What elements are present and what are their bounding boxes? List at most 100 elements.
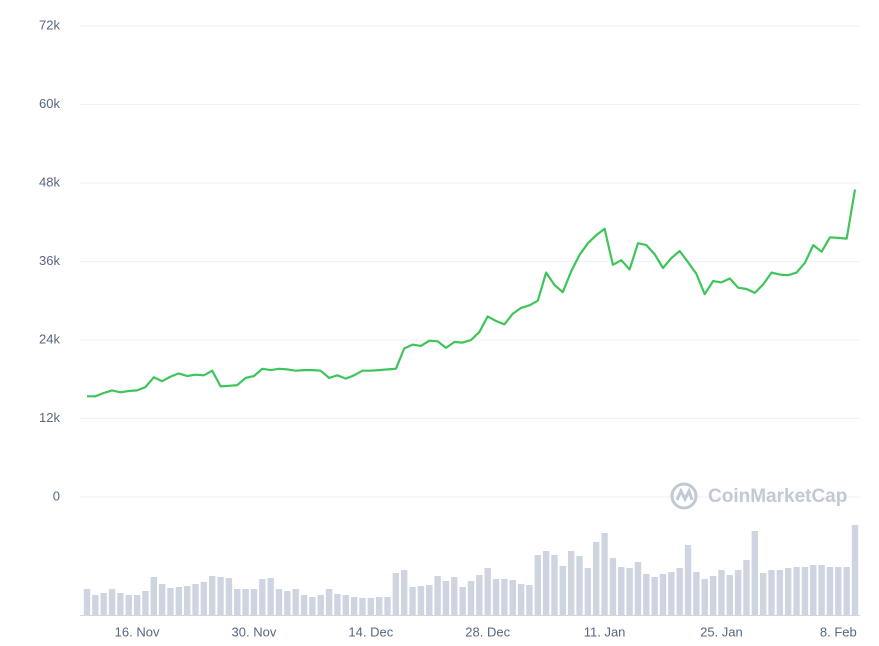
volume-bar [300, 595, 308, 615]
volume-bar [375, 597, 383, 615]
volume-bar [234, 589, 241, 615]
volume-bar [350, 597, 358, 615]
volume-bar [242, 589, 249, 615]
volume-bar [267, 578, 274, 615]
volume-bar [501, 579, 508, 615]
volume-bar [476, 575, 483, 615]
volume-bar [768, 570, 775, 615]
volume-bar [125, 595, 132, 615]
volume-bar [810, 565, 817, 615]
volume-bar [843, 567, 850, 615]
volume-bar [551, 555, 558, 615]
x-tick-label: 11. Jan [584, 624, 626, 639]
volume-bar [275, 589, 283, 615]
volume-bar [183, 586, 191, 615]
volume-bar [684, 545, 692, 615]
volume-bar [509, 580, 516, 615]
volume-bar [517, 584, 525, 615]
volume-bar [175, 587, 183, 615]
volume-bar [367, 598, 375, 615]
volume-bar [417, 586, 425, 615]
volume-bar [584, 568, 592, 615]
volume-bar [384, 597, 391, 615]
volume-bar [693, 572, 700, 615]
volume-bar [726, 575, 733, 615]
volume-bar [701, 579, 708, 615]
volume-bar [659, 574, 667, 615]
x-tick-label: 16. Nov [115, 624, 160, 639]
volume-bar [467, 581, 475, 615]
x-tick-label: 28. Dec [465, 624, 510, 639]
volume-bar [133, 595, 141, 615]
volume-bar [83, 589, 91, 615]
volume-bar [442, 581, 450, 615]
volume-bar [559, 566, 567, 615]
volume-bar [150, 577, 157, 615]
volume-bar [158, 584, 166, 615]
volume-bar [167, 588, 174, 615]
volume-bar [676, 568, 683, 615]
volume-bar [317, 595, 324, 615]
volume-bar [492, 579, 500, 615]
watermark-logo [670, 482, 698, 510]
volume-bar [542, 551, 550, 615]
volume-bar [593, 542, 600, 615]
volume-bar [292, 589, 299, 615]
volume-bar [426, 585, 433, 615]
volume-bar [751, 531, 759, 615]
x-tick-label: 8. Feb [820, 624, 857, 639]
plot: 0 12k 24k 36k 48k 60k 72k 16. Nov 30. Nov 14. Dec… [39, 17, 860, 639]
volume-bar [576, 556, 583, 615]
volume-bar [142, 591, 149, 615]
volume-bar [209, 576, 216, 615]
volume-bar [334, 594, 341, 615]
volume-bar [801, 567, 809, 615]
volume-bar [217, 577, 224, 615]
price-line [87, 189, 857, 398]
volume-bar [100, 593, 107, 615]
volume-bar [851, 525, 859, 615]
y-tick-label: 72k [39, 17, 60, 32]
x-tick-label: 14. Dec [348, 624, 393, 639]
volume-bar [284, 591, 291, 615]
volume-bar [92, 595, 99, 615]
volume-bar [117, 593, 124, 615]
y-tick-label: 48k [39, 174, 60, 189]
volume-bar [567, 551, 575, 615]
volume-bar [200, 582, 208, 615]
volume-bar [534, 555, 541, 615]
volume-bar [776, 570, 784, 615]
y-tick-label: 0 [53, 488, 60, 503]
volume-bar [484, 568, 491, 615]
volume-bar [609, 558, 617, 615]
y-tick-label: 60k [39, 96, 60, 111]
y-tick-label: 12k [39, 410, 60, 425]
volume-bar [709, 576, 717, 615]
volume-bar [434, 576, 441, 615]
volume-bar [643, 574, 650, 615]
volume-bar [601, 533, 608, 615]
volume-bar [225, 578, 233, 615]
volume-bar [409, 587, 416, 615]
y-tick-label: 24k [39, 331, 60, 346]
volume-bar [793, 567, 800, 615]
volume-bar [342, 595, 349, 615]
volume-bar [818, 565, 825, 615]
volume-bar [651, 577, 658, 615]
volume-bar [785, 568, 792, 615]
volume-bar [359, 598, 366, 615]
volume-bar [392, 573, 400, 615]
volume-bar [108, 589, 116, 615]
volume-bar [668, 572, 675, 615]
volume-bar [826, 567, 834, 615]
volume-bar [718, 570, 725, 615]
volume-bar [259, 579, 266, 615]
volume-bar [734, 570, 742, 615]
volume-bar [526, 585, 533, 615]
volume-bar [618, 567, 625, 615]
y-tick-label: 36k [39, 253, 60, 268]
watermark: CoinMarketCap [708, 486, 847, 507]
volume-bar [309, 597, 316, 615]
x-tick-label: 25. Jan [700, 624, 743, 639]
